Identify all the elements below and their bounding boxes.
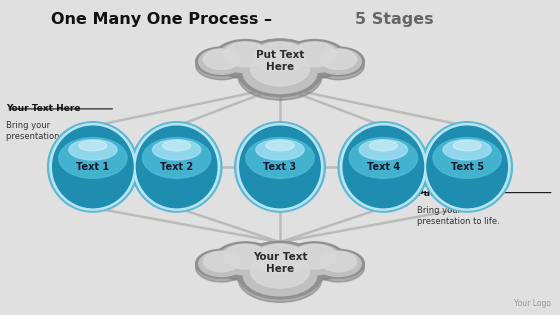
Circle shape <box>242 245 318 288</box>
Text: Your Text
Here: Your Text Here <box>253 252 307 274</box>
Circle shape <box>293 42 337 67</box>
Circle shape <box>238 53 322 100</box>
Ellipse shape <box>69 140 117 160</box>
Text: Your Logo: Your Logo <box>514 299 551 308</box>
Ellipse shape <box>59 138 127 178</box>
Ellipse shape <box>246 138 314 178</box>
Circle shape <box>214 242 277 277</box>
Circle shape <box>287 42 342 72</box>
Text: Text 5: Text 5 <box>451 162 484 172</box>
Circle shape <box>321 49 357 70</box>
Ellipse shape <box>349 138 418 178</box>
Circle shape <box>246 42 314 79</box>
Circle shape <box>199 49 244 74</box>
Text: One Many One Process –: One Many One Process – <box>51 12 278 27</box>
Text: Text 3: Text 3 <box>263 162 297 172</box>
Ellipse shape <box>266 140 294 151</box>
Text: Text 2: Text 2 <box>160 162 193 172</box>
Ellipse shape <box>162 140 191 151</box>
Circle shape <box>254 244 306 274</box>
Text: Put Text Here: Put Text Here <box>417 189 486 198</box>
Circle shape <box>195 47 247 76</box>
Ellipse shape <box>427 126 507 208</box>
Ellipse shape <box>53 126 133 208</box>
Circle shape <box>321 252 357 272</box>
Ellipse shape <box>369 140 398 151</box>
Circle shape <box>313 249 365 278</box>
Circle shape <box>214 43 277 78</box>
Ellipse shape <box>50 123 136 210</box>
Circle shape <box>238 49 322 96</box>
Ellipse shape <box>433 138 501 178</box>
Ellipse shape <box>79 140 107 151</box>
Ellipse shape <box>422 122 512 212</box>
Circle shape <box>316 251 361 277</box>
Ellipse shape <box>453 140 481 151</box>
Circle shape <box>246 244 314 281</box>
Circle shape <box>287 244 342 275</box>
Circle shape <box>238 255 322 302</box>
Circle shape <box>195 253 247 282</box>
Ellipse shape <box>443 140 491 160</box>
Circle shape <box>195 249 247 278</box>
Text: Put Text
Here: Put Text Here <box>256 50 304 72</box>
Ellipse shape <box>134 123 220 210</box>
Circle shape <box>242 43 318 85</box>
Circle shape <box>293 244 337 269</box>
Ellipse shape <box>359 140 408 160</box>
Circle shape <box>283 242 346 277</box>
Ellipse shape <box>240 126 320 208</box>
Text: Bring your
presentation to life.: Bring your presentation to life. <box>6 122 89 141</box>
Ellipse shape <box>48 122 138 212</box>
Circle shape <box>283 246 346 281</box>
Circle shape <box>242 39 318 82</box>
Circle shape <box>251 255 309 288</box>
Text: Text 1: Text 1 <box>76 162 109 172</box>
Circle shape <box>195 51 247 80</box>
Text: Bring your
presentation to life.: Bring your presentation to life. <box>417 206 500 226</box>
Ellipse shape <box>340 123 426 210</box>
Circle shape <box>218 42 273 72</box>
Ellipse shape <box>132 122 222 212</box>
Text: Your Text Here: Your Text Here <box>6 104 81 113</box>
Text: 5 Stages: 5 Stages <box>356 12 434 27</box>
Ellipse shape <box>424 123 510 210</box>
Circle shape <box>242 241 318 284</box>
Circle shape <box>214 246 277 281</box>
Ellipse shape <box>235 122 325 212</box>
Circle shape <box>254 42 306 72</box>
Ellipse shape <box>338 122 428 212</box>
Circle shape <box>199 251 244 277</box>
Circle shape <box>243 255 317 296</box>
Ellipse shape <box>142 138 211 178</box>
Circle shape <box>203 252 239 272</box>
Ellipse shape <box>137 126 217 208</box>
Circle shape <box>316 49 361 74</box>
Circle shape <box>251 53 309 86</box>
Circle shape <box>223 42 267 67</box>
Circle shape <box>223 244 267 269</box>
Ellipse shape <box>343 126 423 208</box>
Circle shape <box>214 40 277 75</box>
Ellipse shape <box>256 140 304 160</box>
Ellipse shape <box>152 140 201 160</box>
Circle shape <box>283 40 346 75</box>
Circle shape <box>313 253 365 282</box>
Circle shape <box>203 49 239 70</box>
Circle shape <box>313 47 365 76</box>
Circle shape <box>283 43 346 78</box>
Circle shape <box>218 244 273 275</box>
Text: Text 4: Text 4 <box>367 162 400 172</box>
Circle shape <box>238 252 322 299</box>
Circle shape <box>313 51 365 80</box>
Ellipse shape <box>237 123 323 210</box>
Circle shape <box>243 52 317 94</box>
